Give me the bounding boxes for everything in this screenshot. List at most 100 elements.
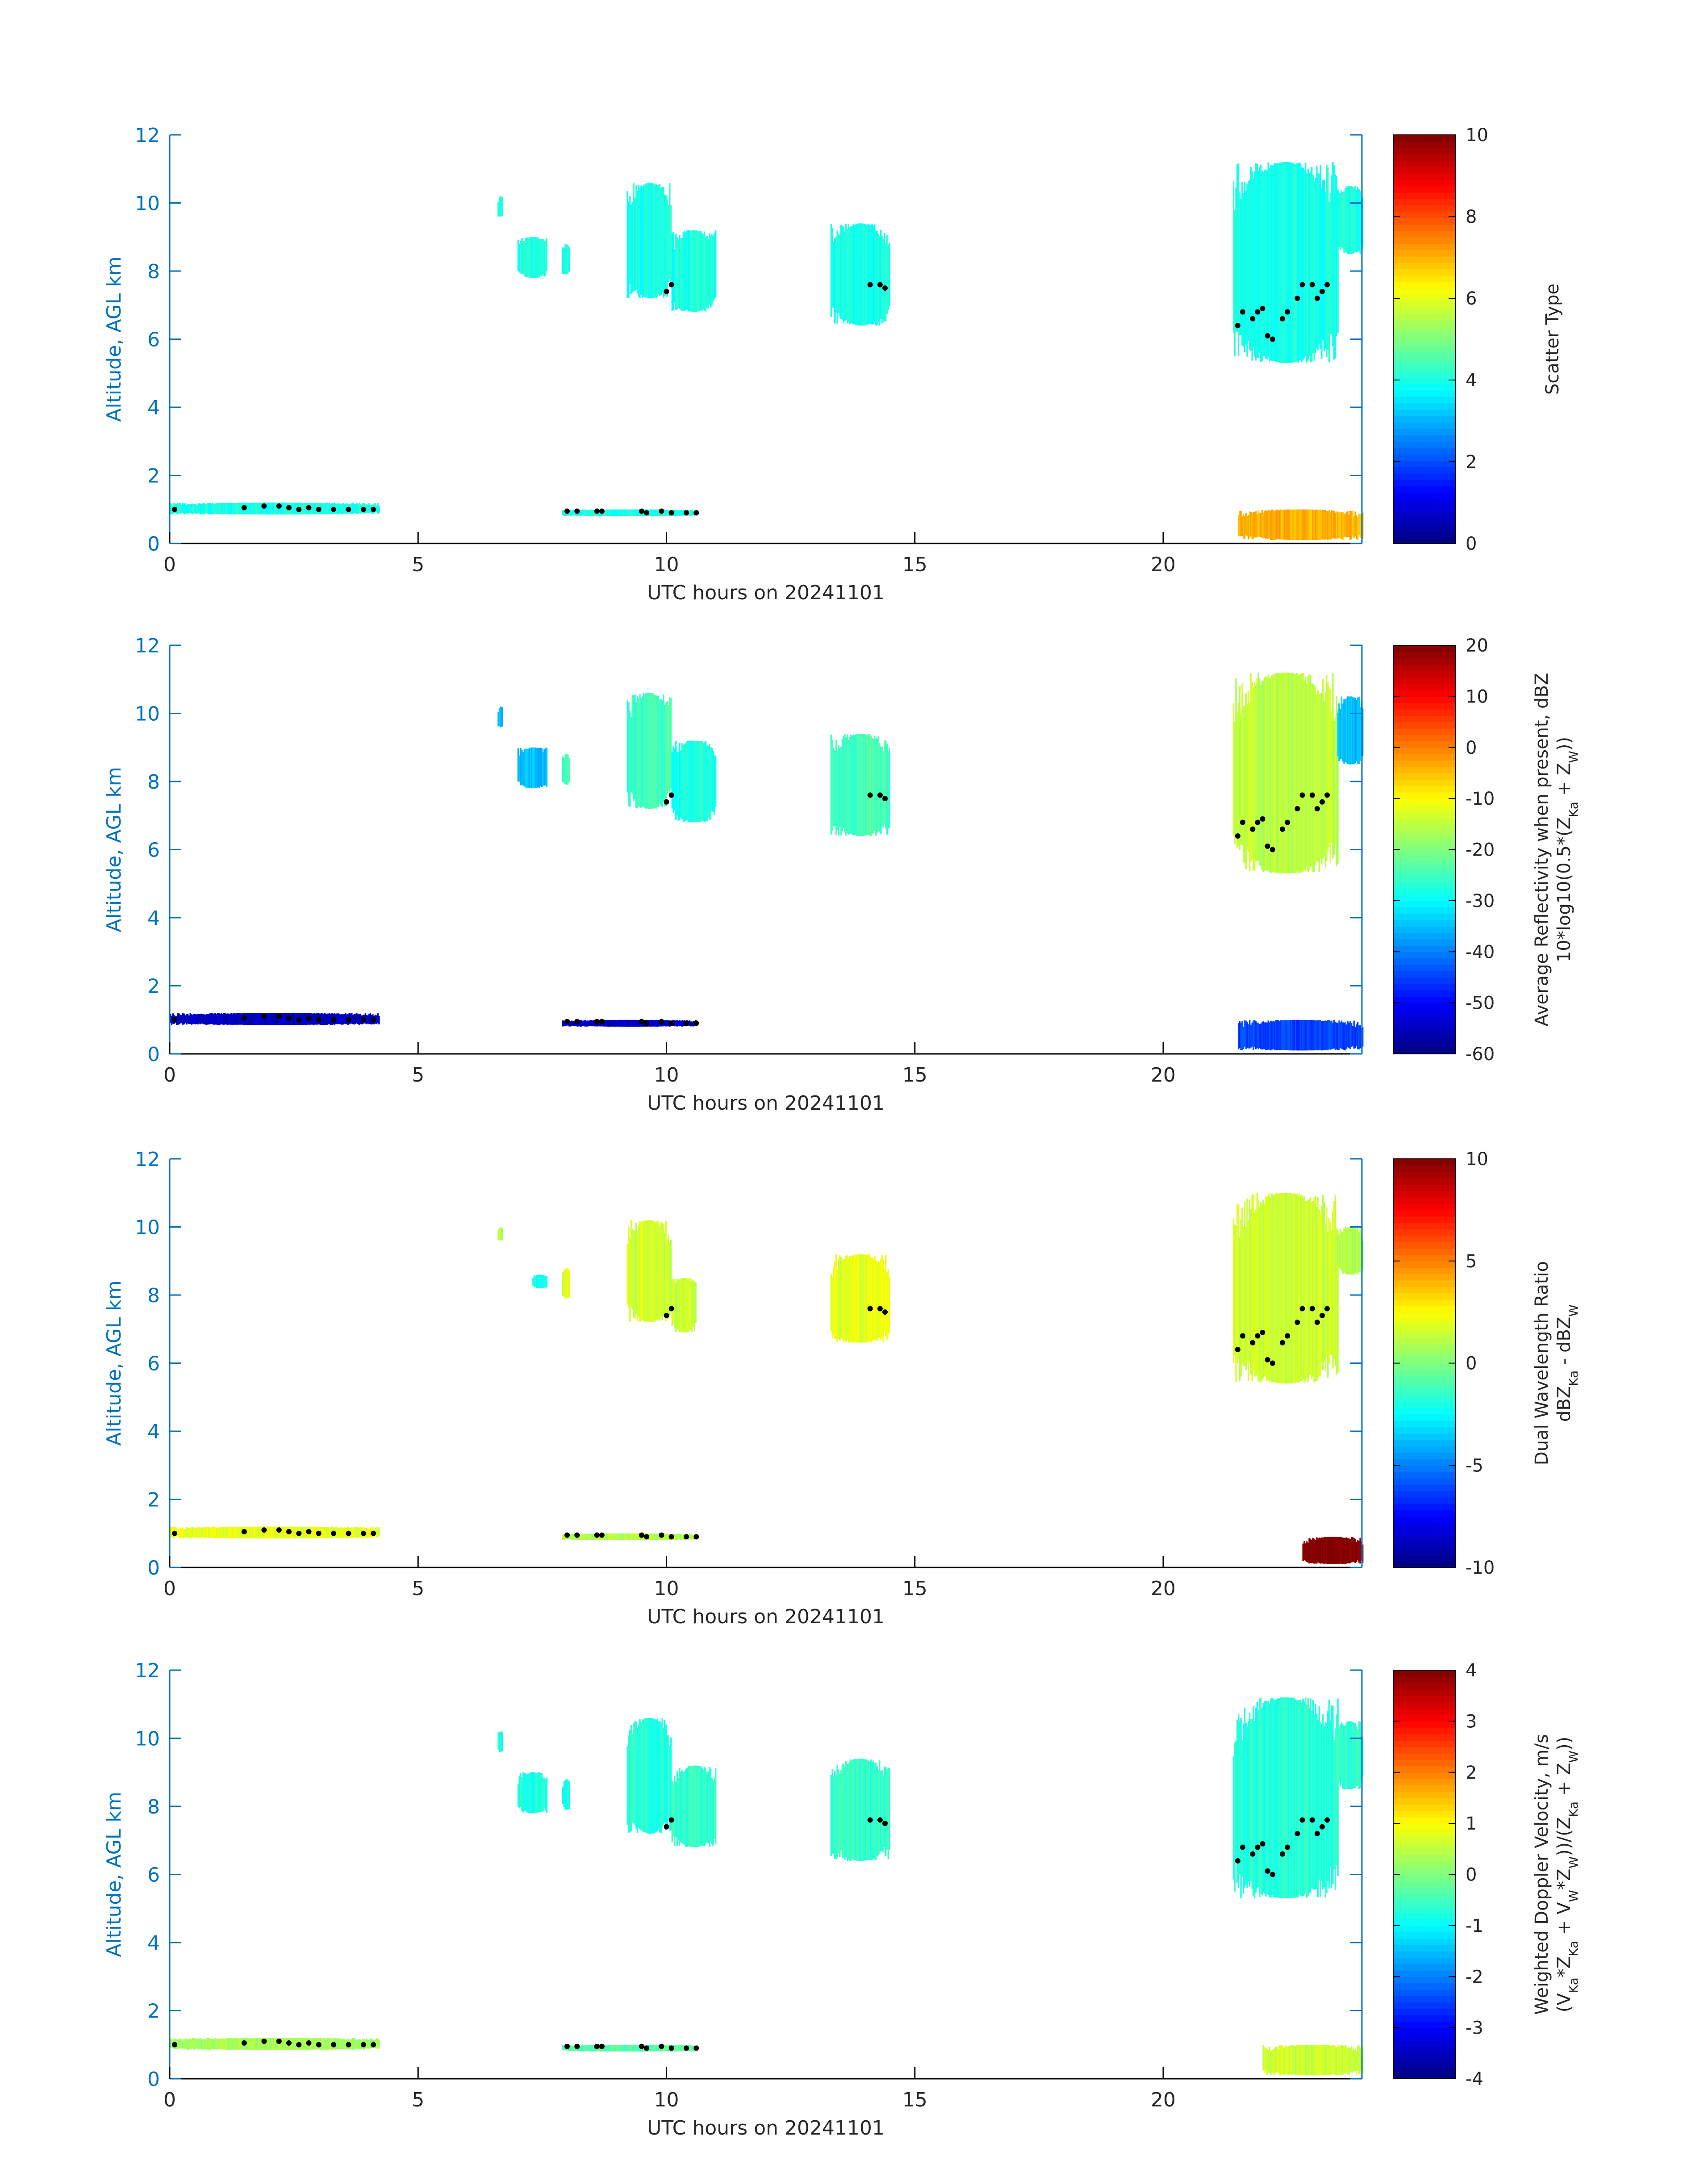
echo-strip [192,503,194,514]
echo-strip [1265,676,1267,870]
echo-strip [588,510,590,516]
echo-strip [1234,1224,1236,1356]
echo-strip [691,1766,693,1847]
colorbar-swatch [1393,518,1456,525]
echo-strip [1306,510,1308,540]
echo-cloud-1400 [830,223,890,326]
echo-cloud-2200 [1232,162,1339,363]
echo-strip [1280,162,1282,363]
colorbar-swatch [1393,1715,1456,1722]
echo-strip [628,201,630,298]
echo-strip [219,1526,221,1538]
echo-strip [204,503,206,514]
echo-strip [592,2045,593,2052]
echo-strip [183,1013,185,1024]
colorbar-swatch [1393,301,1456,308]
cloud-base-marker [574,2043,580,2049]
echo-strip [1277,510,1279,539]
cloud-base-marker [668,1817,674,1823]
echo-strip [345,2039,347,2049]
echo-strip [267,1013,270,1025]
echo-strip [703,1767,706,1847]
echo-strip [1265,1196,1267,1377]
echo-strip [376,1527,378,1538]
echo-strip [1347,1538,1349,1563]
colorbar-swatch [1393,237,1456,244]
echo-strip [1338,1235,1340,1269]
echo-strip [1244,181,1246,352]
echo-strip [207,1527,209,1538]
echo-strip [634,694,636,799]
echo-strip [1287,509,1289,540]
echo-strip [672,232,674,310]
echo-strip [1331,1020,1332,1049]
cloud-base-marker [360,506,366,512]
echo-strip [1336,1228,1337,1375]
echo-strip [676,1771,678,1846]
colorbar-label-part: dBZ [1554,1386,1574,1422]
echo-strip [881,746,883,826]
cloud-base-marker [1250,1340,1256,1345]
echo-strip [199,503,201,515]
echo-strip [543,241,545,277]
echo-strip [366,1015,367,1024]
colorbar-swatch [1393,1843,1456,1850]
echo-strip [522,752,524,786]
echo-strip [1294,1020,1295,1051]
echo-strip [856,224,858,326]
echo-field [170,162,1364,540]
cloud-base-marker [241,1015,247,1021]
echo-strip [655,1020,657,1027]
echo-strip [1328,1218,1330,1364]
echo-strip [1239,192,1241,335]
echo-strip [850,226,852,323]
echo-strip [623,1533,625,1540]
cloud-base-marker [1314,1831,1320,1836]
echo-strip [1324,1223,1326,1371]
echo-strip [1287,1020,1289,1050]
echo-strip [1243,1723,1244,1894]
echo-strip [707,239,709,309]
echo-strip [256,1013,259,1025]
echo-strip [856,1254,858,1343]
colorbar-tick-label: 2 [1466,1763,1477,1783]
echo-strip [1318,510,1320,540]
echo-strip [1250,511,1252,537]
colorbar-swatch [1393,856,1456,863]
echo-strip [1324,692,1326,869]
echo-strip [843,1259,844,1343]
echo-strip [580,1534,582,1540]
colorbar-swatch [1393,141,1456,148]
echo-strip [638,698,639,807]
echo-strip [1345,511,1348,538]
echo-strip [1264,1203,1265,1376]
echo-cloud-2200 [1232,673,1339,873]
echo-strip [659,1720,661,1833]
echo-strip [321,1013,323,1025]
echo-strip [630,1020,632,1027]
echo-strip [617,1020,618,1027]
echo-strip [1299,2044,1300,2075]
echo-strip [1359,514,1361,538]
echo-cirrus-0715 [532,1274,548,1288]
echo-strip [860,734,862,836]
echo-strip [618,1020,620,1027]
echo-strip [567,245,569,274]
echo-strip [1318,174,1320,344]
colorbar-swatch [1393,2015,1456,2022]
echo-strip [1320,2044,1321,2075]
echo-strip [563,248,565,275]
echo-strip [873,1760,874,1859]
cloud-base-marker [599,1532,605,1538]
echo-strip [276,1526,278,1539]
echo-strip [568,1780,570,1809]
echo-strip [200,1013,202,1024]
echo-strip [369,505,372,513]
echo-strip [1342,512,1344,540]
echo-strip [876,1262,878,1341]
echo-strip [224,2039,226,2050]
echo-strip [869,225,871,324]
echo-strip [1357,1540,1359,1561]
echo-strip [232,1527,234,1538]
echo-strip [651,1020,653,1027]
